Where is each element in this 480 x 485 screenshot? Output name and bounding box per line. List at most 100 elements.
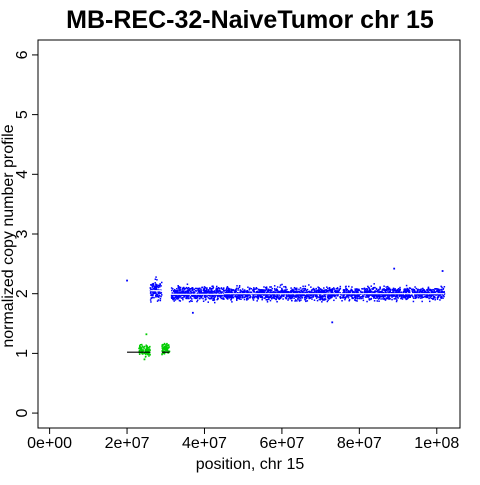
data-point: [211, 294, 214, 297]
data-point: [434, 297, 436, 299]
data-point: [152, 292, 155, 295]
data-point: [303, 287, 305, 290]
data-point: [151, 296, 154, 299]
data-point: [246, 295, 249, 298]
data-point: [308, 296, 311, 299]
data-point: [228, 295, 231, 298]
data-point: [178, 295, 180, 297]
data-point: [386, 297, 388, 300]
data-point: [386, 292, 388, 294]
data-point: [400, 296, 403, 298]
data-point: [301, 295, 304, 297]
data-point: [323, 291, 326, 293]
data-point: [285, 295, 288, 297]
data-point: [378, 288, 380, 291]
data-point: [197, 294, 200, 297]
data-point: [331, 291, 334, 294]
data-point: [200, 292, 203, 294]
x-tick-label: 0e+00: [27, 435, 72, 452]
data-point: [317, 286, 319, 288]
data-point: [426, 291, 428, 294]
data-point: [327, 295, 329, 298]
data-point: [235, 287, 238, 290]
data-point: [419, 297, 422, 299]
data-point: [383, 294, 385, 296]
data-point: [269, 289, 272, 291]
data-point: [210, 297, 212, 300]
data-point: [195, 297, 198, 299]
data-point: [321, 296, 324, 298]
data-point: [378, 297, 380, 300]
data-point: [143, 345, 146, 348]
data-point: [400, 297, 403, 299]
data-point: [434, 288, 437, 290]
data-point: [152, 288, 154, 290]
data-point: [253, 293, 255, 296]
data-point: [335, 297, 337, 299]
y-tick-label: 1: [14, 349, 31, 358]
data-point: [360, 297, 363, 300]
data-point: [278, 290, 280, 293]
data-point: [416, 290, 418, 293]
data-point: [143, 352, 146, 354]
data-point: [412, 291, 414, 293]
data-point: [297, 290, 300, 293]
data-point: [301, 288, 304, 290]
data-point: [212, 292, 214, 295]
data-point: [402, 296, 404, 298]
data-point: [306, 291, 309, 293]
data-point: [422, 292, 424, 294]
data-point: [292, 294, 295, 296]
data-point: [441, 292, 443, 294]
data-point: [307, 290, 310, 293]
data-point: [437, 295, 440, 298]
data-point: [306, 288, 309, 291]
data-point: [396, 289, 399, 291]
data-point: [146, 345, 149, 347]
data-point: [206, 288, 208, 291]
data-point: [406, 290, 409, 292]
data-point: [200, 297, 202, 299]
data-point: [279, 297, 282, 299]
data-point: [226, 289, 229, 292]
data-point: [344, 296, 347, 299]
data-point: [345, 288, 348, 290]
data-point: [168, 350, 170, 352]
data-point: [389, 291, 391, 294]
data-point: [243, 289, 246, 291]
data-point: [355, 290, 358, 292]
data-point: [159, 299, 162, 302]
data-point: [259, 296, 262, 298]
data-point: [187, 286, 190, 289]
data-point: [421, 300, 423, 303]
data-point: [347, 297, 350, 299]
data-point: [202, 289, 205, 292]
data-point: [310, 296, 313, 298]
data-point: [182, 297, 184, 299]
data-point: [366, 288, 369, 291]
data-point: [374, 292, 376, 294]
data-point: [342, 292, 345, 294]
data-point: [324, 296, 327, 298]
data-point: [227, 296, 229, 299]
data-point: [294, 287, 297, 290]
data-point: [161, 294, 163, 296]
data-point: [395, 291, 398, 293]
data-point: [138, 349, 141, 352]
data-point: [213, 297, 215, 299]
data-point: [166, 347, 169, 350]
data-point: [354, 288, 356, 290]
data-point: [221, 288, 224, 290]
data-point: [368, 294, 371, 296]
data-point: [187, 297, 189, 300]
data-point: [217, 290, 219, 292]
data-point: [310, 293, 313, 296]
data-point: [225, 287, 228, 290]
data-point: [441, 293, 444, 296]
data-point: [180, 295, 182, 297]
data-point: [154, 292, 156, 294]
data-point: [167, 352, 170, 354]
data-point: [255, 287, 258, 289]
data-point: [372, 288, 374, 290]
data-point: [139, 347, 141, 349]
